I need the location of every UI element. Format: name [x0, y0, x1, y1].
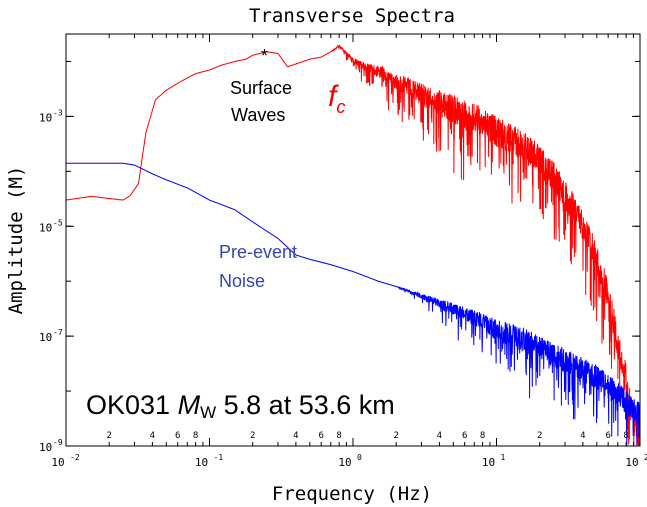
x-tick-exponent: 1 — [501, 453, 506, 462]
y-tick-label: 10 — [39, 221, 52, 234]
x-minor-tick-label: 8 — [623, 431, 628, 441]
x-minor-tick-label: 8 — [480, 431, 485, 441]
x-tick-exponent: -2 — [70, 453, 80, 462]
x-tick-exponent: -1 — [214, 453, 224, 462]
x-minor-tick-label: 8 — [336, 431, 341, 441]
y-tick-label: 10 — [39, 111, 52, 124]
y-tick-labels: 10-310-510-710-9 — [39, 108, 63, 454]
y-tick-exponent: -9 — [53, 438, 63, 447]
x-tick-labels: 10 -2 10 -1 10 0 10 1 10 2 2 4 6 8 2 4 6 8 2 4 6 8 2 4 6 8 — [51, 431, 647, 469]
annotation-star: * — [261, 46, 268, 66]
series-layer — [66, 43, 640, 446]
event-magnitude-subscript: W — [200, 403, 216, 422]
annotation-noise-line2: Noise — [219, 271, 265, 291]
annotation-surface-line1: Surface — [230, 78, 292, 98]
x-minor-tick-label: 2 — [106, 431, 111, 441]
y-tick-exponent: -7 — [53, 328, 63, 337]
series-pre-event-noise — [66, 162, 640, 446]
x-minor-tick-label: 6 — [318, 431, 323, 441]
y-tick-label: 10 — [39, 331, 52, 344]
annotation-fc-main: f — [328, 80, 339, 113]
x-minor-tick-label: 8 — [193, 431, 198, 441]
annotation-surface-line2: Waves — [231, 105, 285, 125]
y-axis-label: Amplitude (M) — [5, 166, 27, 315]
x-minor-tick-label: 2 — [250, 431, 255, 441]
annotation-fc-sub: c — [336, 97, 345, 117]
x-minor-tick-label: 4 — [580, 431, 585, 441]
x-tick-exponent: 2 — [644, 453, 647, 462]
axis-ticks — [65, 34, 641, 447]
x-minor-tick-label: 4 — [437, 431, 442, 441]
series-transverse-signal — [66, 43, 640, 446]
x-minor-tick-label: 4 — [293, 431, 298, 441]
x-tick-label: 10 — [338, 456, 351, 469]
x-axis-label: Frequency (Hz) — [272, 483, 432, 505]
x-minor-tick-label: 2 — [393, 431, 398, 441]
x-minor-tick-label: 4 — [150, 431, 155, 441]
x-minor-tick-label: 6 — [605, 431, 610, 441]
annotation-noise-line1: Pre-event — [219, 242, 297, 262]
x-minor-tick-label: 6 — [175, 431, 180, 441]
event-details: 5.8 at 53.6 km — [224, 390, 395, 420]
x-tick-exponent: 0 — [357, 453, 362, 462]
x-minor-tick-label: 6 — [462, 431, 467, 441]
x-tick-label: 10 — [51, 456, 64, 469]
x-tick-label: 10 — [625, 456, 638, 469]
y-tick-label: 10 — [39, 441, 52, 454]
event-magnitude-symbol: M — [178, 390, 201, 420]
event-label: OK031 MW 5.8 at 53.6 km — [86, 390, 395, 422]
y-tick-exponent: -5 — [53, 218, 63, 227]
x-minor-tick-label: 2 — [537, 431, 542, 441]
x-tick-label: 10 — [195, 456, 208, 469]
x-tick-label: 10 — [482, 456, 495, 469]
annotation-fc: fc — [328, 80, 345, 117]
event-id: OK031 — [86, 390, 170, 420]
y-tick-exponent: -3 — [53, 108, 63, 117]
chart-title: Transverse Spectra — [249, 5, 455, 27]
